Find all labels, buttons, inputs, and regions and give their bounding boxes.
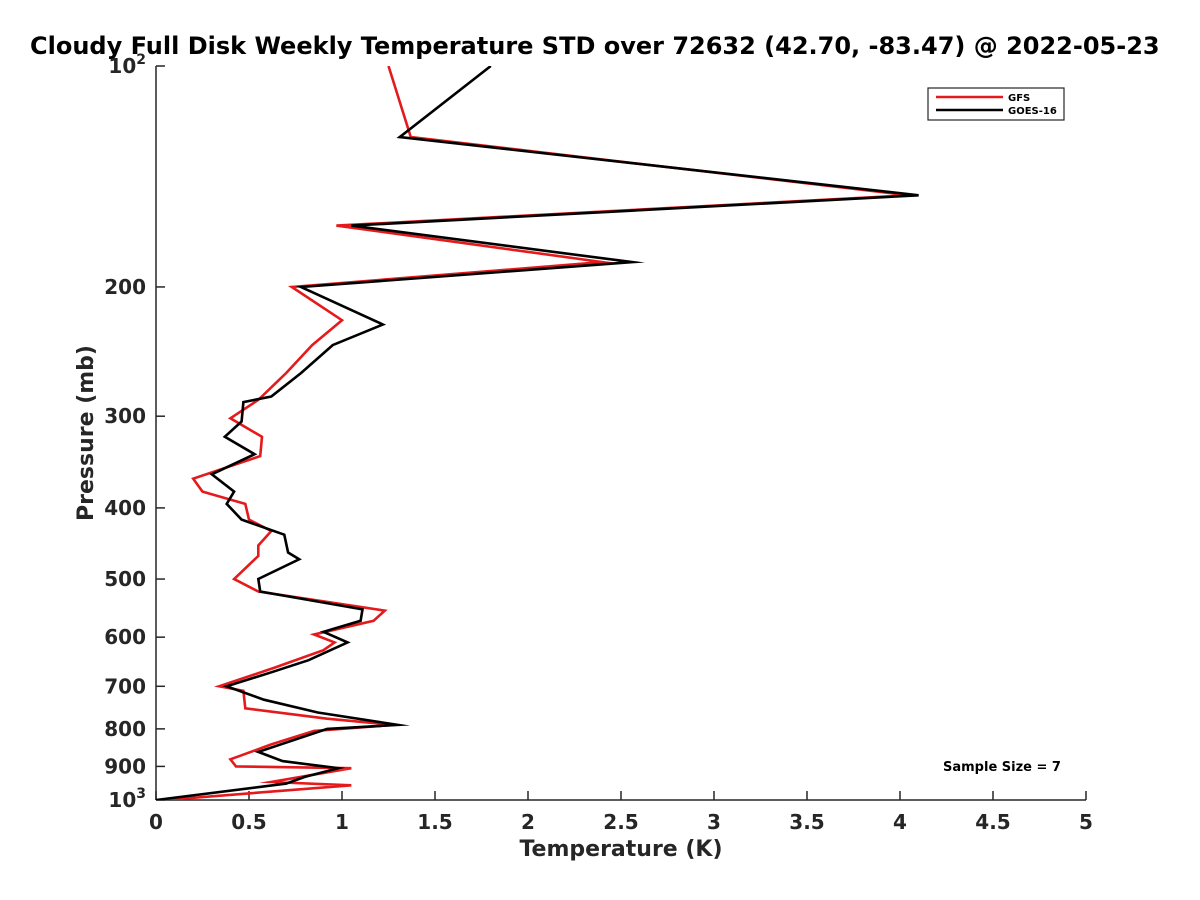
- plot-area: 0 0.5 1 1.5 2 2.5 3 3.5 4 4.5 5 102 200 300 400 500 600…: [104, 52, 1093, 834]
- y-tick-label: 400: [104, 496, 146, 520]
- y-tick-label: 900: [104, 754, 146, 778]
- legend: GFS GOES-16: [927, 87, 1065, 121]
- series-line-goes-16: [156, 66, 919, 800]
- x-tick-label: 0: [149, 810, 163, 834]
- y-ticks: 102 200 300 400 500 600 700 800 900 103: [104, 52, 165, 812]
- x-tick-label: 2: [521, 810, 535, 834]
- x-tick-label: 5: [1079, 810, 1093, 834]
- y-axis-label: Pressure (mb): [74, 345, 99, 521]
- x-axis-label: Temperature (K): [519, 837, 722, 862]
- y-tick-label: 500: [104, 567, 146, 591]
- x-tick-label: 2.5: [603, 810, 638, 834]
- x-tick-label: 3.5: [789, 810, 824, 834]
- x-ticks: 0 0.5 1 1.5 2 2.5 3 3.5 4 4.5 5: [149, 791, 1093, 834]
- y-tick-label: 200: [104, 275, 146, 299]
- y-tick-label: 102: [108, 52, 146, 78]
- x-tick-label: 3: [707, 810, 721, 834]
- x-tick-label: 4: [893, 810, 907, 834]
- series-line-gfs: [165, 66, 910, 800]
- y-tick-label: 103: [108, 786, 146, 812]
- legend-label-gfs: GFS: [1008, 93, 1030, 104]
- y-tick-label: 300: [104, 404, 146, 428]
- x-tick-label: 4.5: [975, 810, 1010, 834]
- y-tick-label: 600: [104, 625, 146, 649]
- x-tick-label: 1.5: [417, 810, 452, 834]
- legend-label-goes16: GOES-16: [1008, 106, 1057, 117]
- x-tick-label: 0.5: [231, 810, 266, 834]
- chart-title: Cloudy Full Disk Weekly Temperature STD …: [30, 32, 1160, 60]
- legend-box: [927, 87, 1065, 121]
- y-tick-label: 700: [104, 674, 146, 698]
- sample-size-annotation: Sample Size = 7: [943, 760, 1061, 775]
- x-tick-label: 1: [335, 810, 349, 834]
- series-lines: [156, 66, 919, 800]
- y-tick-label: 800: [104, 717, 146, 741]
